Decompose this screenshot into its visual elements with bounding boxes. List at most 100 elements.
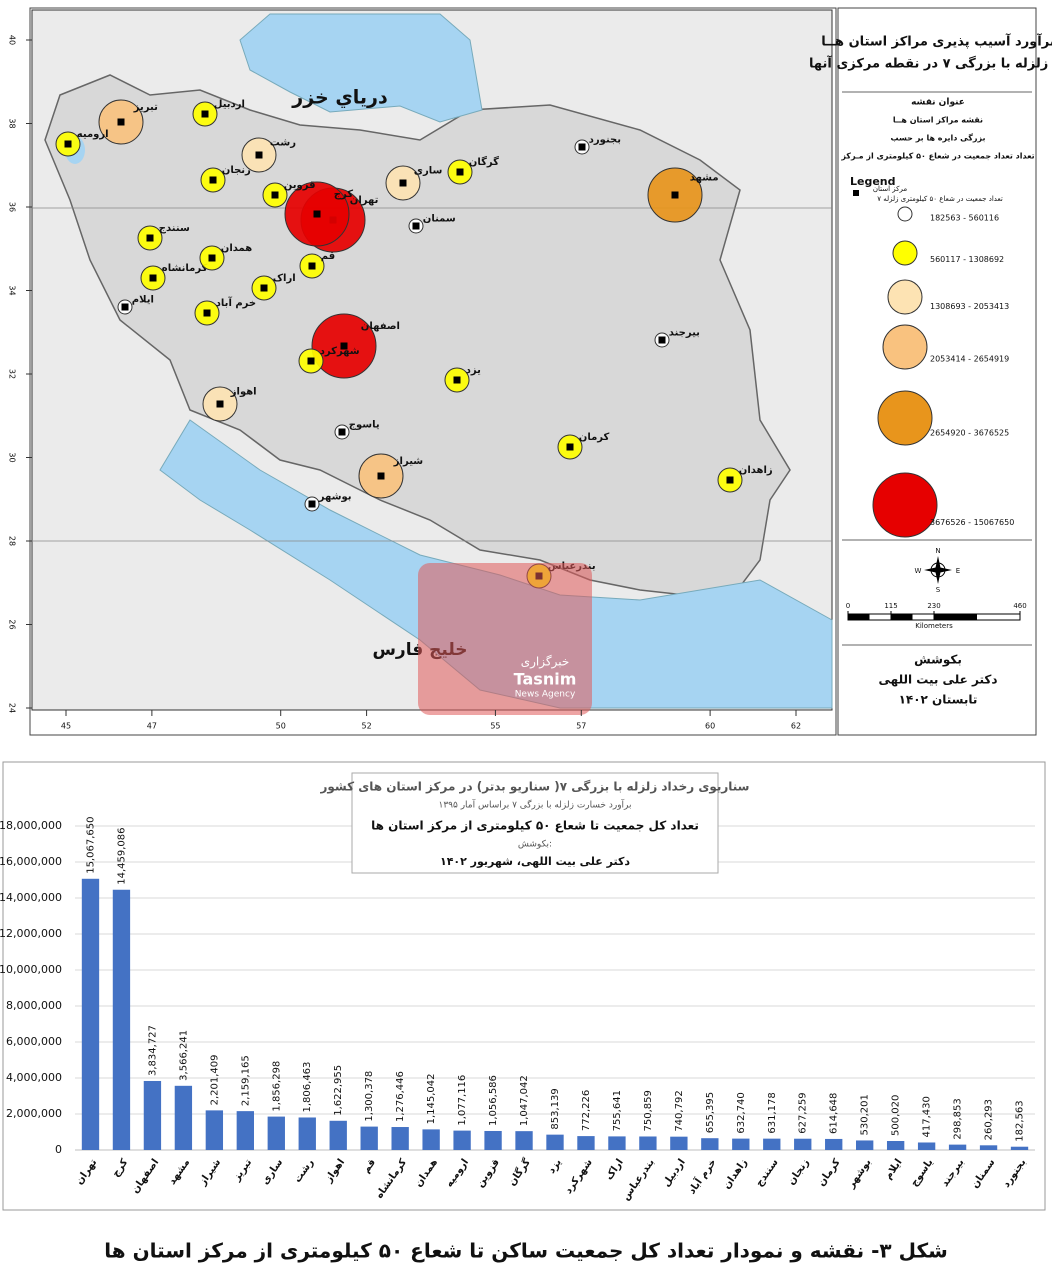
map-x-tick-label: 52 [361,722,371,731]
city-label: همدان [221,243,252,254]
map-y-tick-label: 38 [8,118,17,128]
bar [236,1111,254,1150]
map-x-tick-label: 47 [147,722,157,731]
bar [546,1134,564,1150]
bar [856,1140,874,1150]
legend-marker-label: مرکز استان [873,185,907,193]
legend-marker [853,190,859,196]
legend-label: 2654920 - 3676525 [930,428,1009,437]
city-marker [412,222,420,230]
map-y-tick-label: 36 [8,202,17,212]
map-y-tick-label: 24 [8,703,17,713]
city-label: خرم آباد [216,296,256,309]
city-label: اصفهان [361,321,400,332]
bar [639,1136,657,1150]
legend: 182563 - 560116 560117 - 1308692 1308693 -… [872,206,1014,538]
city-label: شهرکرد [320,346,360,357]
city-marker [121,303,129,311]
bar [298,1117,316,1150]
bar [670,1136,688,1150]
value-label: 1,856,298 [271,1061,282,1112]
value-label: 530,201 [860,1094,871,1135]
watermark-text: News Agency [515,690,576,700]
map-y-tick-label: 28 [8,536,17,546]
bar [422,1129,440,1150]
city-label: مشهد [690,173,719,184]
city-label: سنندج [159,223,190,234]
legend-symbol [897,206,913,222]
caspian-sea [239,13,483,123]
bar [360,1126,378,1150]
legend-label: 560117 - 1308692 [930,255,1004,264]
value-label: 1,806,463 [302,1062,313,1113]
bar [825,1138,843,1150]
scale-tick-label: 460 [1013,602,1026,610]
city-label: اردبیل [214,99,245,110]
value-label: 755,641 [612,1090,623,1131]
city-marker [578,143,586,151]
map-x-tick-label: 57 [576,722,586,731]
map-title: برآورد آسیب پذیری مراکز استان هــا [821,33,1052,50]
y-tick-label: 14,000,000 [0,891,62,904]
value-label: 14,459,086 [116,827,127,884]
legend-note: تعداد تعداد جمعیت در شعاع ۵۰ کیلومتری از… [840,152,1034,161]
persian-gulf [159,419,833,709]
bar [391,1127,409,1150]
bar [112,889,131,1150]
map-y-tick-label: 30 [8,452,17,462]
scale-unit: Kilometers [915,622,953,630]
bar [732,1138,750,1150]
city-label: بیرجند [669,328,700,339]
map-x-tick-label: 45 [61,722,71,731]
map-y-tick-label: 34 [8,285,17,295]
city-label: ساری [414,166,443,177]
chart-subtitle: برآورد خسارت زلزله با بزرگی ۷ براساس آما… [438,799,631,811]
city-label: بوشهر [318,492,352,503]
city-label: یاسوج [349,420,380,431]
bar [948,1144,967,1150]
watermark [418,563,592,715]
value-label: 772,226 [581,1090,592,1131]
value-label: 853,139 [550,1088,561,1129]
scale-tick-label: 115 [884,602,897,610]
bar [453,1130,471,1150]
y-tick-label: 16,000,000 [0,855,62,868]
legend-label: 182563 - 560116 [930,213,999,222]
city-label: زنجان [222,165,251,176]
value-label: 2,201,409 [209,1054,220,1105]
credit: بکوشش [914,653,962,668]
legend-symbol [882,324,928,370]
value-label: 260,293 [984,1099,995,1140]
scale-bar-segment [934,614,977,620]
city-label: تهران [350,195,379,206]
city-marker [260,284,268,292]
chart-title: سناریوی رخداد زلزله با بزرگی ۷( سناریو ب… [320,780,750,795]
watermark-text: خبرگزاری [521,655,570,670]
legend-symbol [892,240,918,266]
city-label: اراک [273,273,296,284]
y-tick-label: 10,000,000 [0,963,62,976]
legend-label: 2053414 - 2654919 [930,355,1009,364]
legend-symbol [877,390,933,446]
bar [143,1080,162,1150]
city-marker [566,443,574,451]
value-label: 631,178 [767,1092,778,1133]
value-label: 1,622,955 [333,1065,344,1116]
value-label: 1,056,586 [488,1075,499,1126]
credit: تابستان ۱۴۰۲ [899,693,978,707]
city-marker [456,168,464,176]
city-label: سمنان [423,214,456,225]
bar [484,1130,502,1150]
city-marker [149,274,157,282]
bar [794,1138,812,1150]
legend-marker-label: تعداد جمعیت در شعاع ۵۰ کیلومتری زلزله ۷ [877,195,1003,203]
legend-label: 1308693 - 2053413 [930,302,1009,311]
map-y-tick-label: 40 [8,35,17,45]
scale-bar-segment [891,614,913,620]
value-label: 750,859 [643,1090,654,1131]
caption: شکل ۳- نقشه و نمودار تعداد کل جمعیت ساکن… [104,1239,948,1263]
city-label: کرج [334,189,353,200]
bar [763,1138,781,1150]
